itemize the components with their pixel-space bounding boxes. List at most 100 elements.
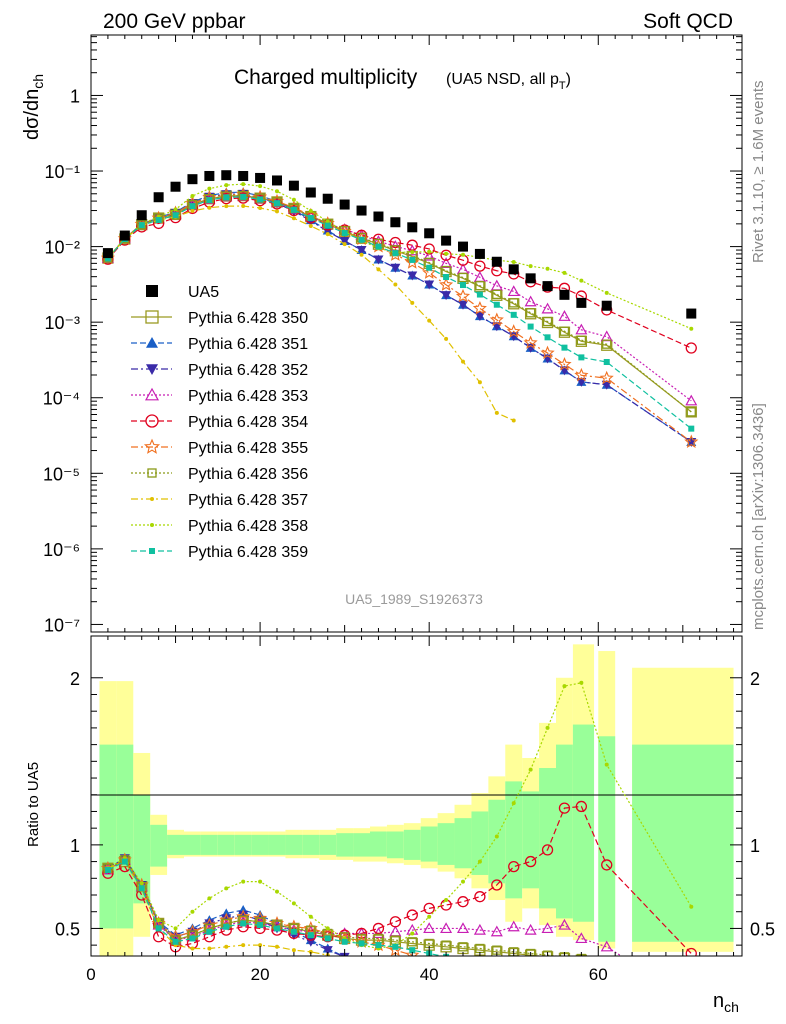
data-point (290, 206, 297, 213)
legend-label: Pythia 6.428 356 (188, 466, 308, 483)
data-point (275, 944, 279, 949)
band-green-bin (522, 791, 540, 889)
subtitle-main: (UA5 NSD, all p (446, 71, 559, 88)
legend-entry: Pythia 6.428 359 (131, 544, 308, 561)
data-point (423, 249, 436, 261)
data-point (406, 909, 418, 921)
data-point (206, 928, 213, 935)
data-point (458, 942, 468, 952)
data-point (322, 193, 333, 204)
data-point (455, 288, 471, 303)
y-top-tick-label: 10⁻⁶ (43, 540, 80, 560)
data-point (291, 197, 296, 202)
mc-series-line (107, 205, 514, 422)
data-point (275, 189, 279, 194)
band-green-bin (116, 744, 134, 929)
data-point (376, 267, 381, 272)
data-point (686, 407, 696, 417)
data-point (207, 896, 212, 901)
y-top-tick-label: 10⁻² (44, 238, 80, 258)
data-point (508, 947, 520, 956)
data-point (600, 330, 613, 342)
data-point (272, 175, 282, 186)
y-top-tick-label: 1 (70, 86, 80, 106)
data-point (393, 282, 398, 287)
data-point (238, 170, 249, 181)
data-point (576, 993, 586, 1002)
data-point (440, 257, 453, 268)
data-point (190, 193, 195, 198)
legend-entry: Pythia 6.428 351 (131, 336, 308, 353)
data-point (206, 197, 213, 204)
data-point (559, 289, 570, 300)
data-point (441, 975, 451, 984)
data-point (689, 326, 694, 331)
data-point (275, 889, 279, 894)
data-point (172, 212, 179, 219)
data-point (441, 235, 452, 246)
data-point (288, 180, 299, 191)
data-point (405, 947, 420, 956)
data-point (423, 243, 435, 255)
data-point (526, 987, 536, 996)
data-point (190, 909, 195, 914)
data-point (322, 946, 333, 956)
data-point (149, 548, 155, 554)
band-green-bin (403, 829, 421, 860)
data-point (146, 337, 158, 348)
data-point (474, 260, 486, 272)
data-point (204, 170, 215, 181)
data-point (207, 186, 212, 191)
data-point (190, 208, 195, 213)
x-tick-label: 40 (420, 965, 439, 984)
data-point (376, 977, 380, 981)
band-green-bin (353, 833, 370, 857)
data-point (390, 966, 400, 975)
data-point (258, 206, 263, 211)
data-point (458, 272, 468, 283)
band-green-bin (454, 818, 472, 869)
data-point (155, 216, 162, 223)
data-point (392, 250, 399, 257)
data-point (457, 969, 468, 980)
data-point (545, 974, 551, 980)
data-point (324, 222, 331, 229)
y-bottom-tick-label-left: 0.5 (55, 919, 80, 939)
data-point (444, 1002, 448, 1006)
data-point (562, 270, 567, 275)
data-point (576, 297, 587, 308)
data-point (341, 938, 348, 945)
data-point (492, 289, 502, 300)
y-bottom-tick-label-right: 0.5 (750, 919, 775, 939)
data-point (474, 891, 486, 903)
legend: UA5 Pythia 6.428 350 Pythia 6.428 351 Pythi… (131, 284, 308, 561)
data-point (489, 312, 504, 326)
x-tick-label: 60 (589, 965, 608, 984)
rivet-label: Rivet 3.1.10, ≥ 1.6M events (750, 81, 767, 264)
data-point (460, 957, 466, 963)
data-point (491, 946, 503, 956)
data-point (558, 918, 571, 930)
ua5-data-series (102, 170, 697, 319)
x-label-sub: ch (724, 999, 739, 1015)
data-point (241, 182, 246, 187)
data-point (473, 923, 486, 935)
data-point (257, 922, 264, 929)
data-point (543, 989, 553, 998)
data-point (601, 988, 612, 999)
data-point (357, 957, 367, 966)
data-point (494, 834, 499, 839)
data-point (189, 203, 196, 210)
data-point (274, 925, 280, 932)
data-point (559, 991, 569, 1000)
data-point (458, 980, 468, 989)
data-point (424, 280, 435, 290)
y-top-tick-label: 10⁻³ (44, 313, 80, 333)
data-point (207, 205, 212, 210)
legend-entry: Pythia 6.428 354 (131, 414, 308, 431)
band-green-bin (632, 744, 734, 942)
data-point (523, 335, 538, 349)
band-green-bin (437, 823, 455, 865)
uncertainty-bands (99, 644, 734, 956)
data-point (407, 222, 418, 233)
